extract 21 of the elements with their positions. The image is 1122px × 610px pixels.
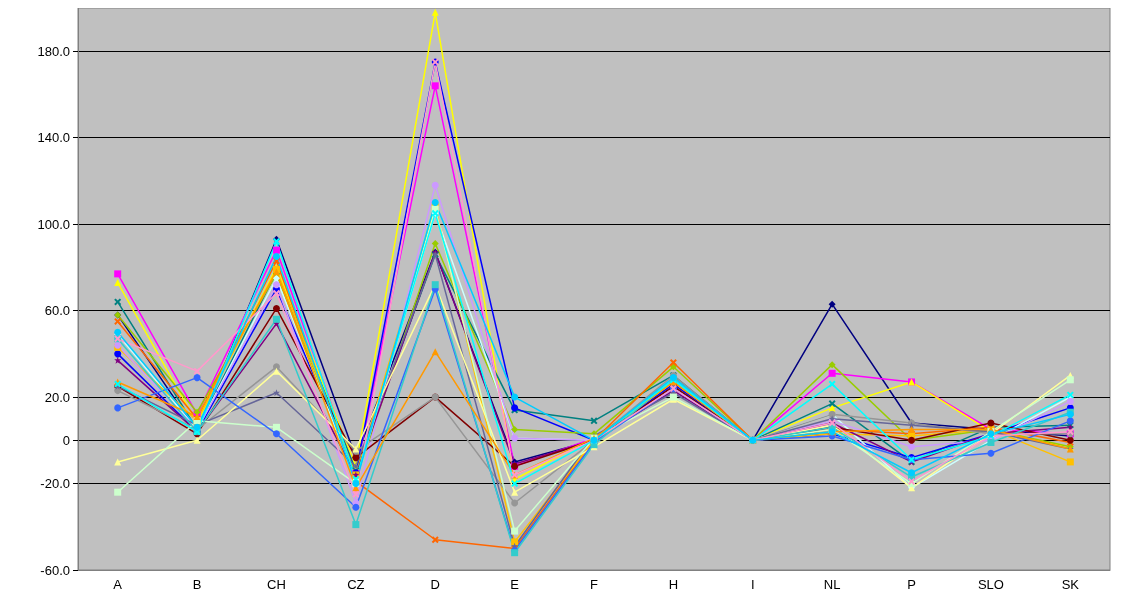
x-tick-label: I — [750, 577, 755, 592]
x-tick-label: SK — [1061, 577, 1080, 592]
x-tick-label: A — [113, 577, 123, 592]
x-tick-label: H — [668, 577, 679, 592]
x-tick-label: NL — [823, 577, 841, 592]
x-tick-label: D — [430, 577, 440, 592]
y-tick-label: 20.0 — [44, 389, 70, 405]
y-tick-label: 100.0 — [37, 216, 70, 232]
y-tick-label: 180.0 — [37, 43, 70, 59]
y-tick-label: 60.0 — [44, 303, 70, 319]
y-tick-label: -60.0 — [40, 562, 70, 578]
y-tick-label: -20.0 — [40, 476, 70, 492]
x-tick-label: P — [907, 577, 916, 592]
y-tick-label: 140.0 — [37, 130, 70, 146]
x-tick-label: CZ — [347, 577, 365, 592]
x-tick-label: CH — [267, 577, 286, 592]
x-tick-label: E — [510, 577, 520, 592]
x-tick-label: SLO — [977, 577, 1004, 592]
x-tick-label: B — [192, 577, 202, 592]
y-tick-label: 0 — [62, 432, 70, 448]
x-tick-label: F — [590, 577, 599, 592]
